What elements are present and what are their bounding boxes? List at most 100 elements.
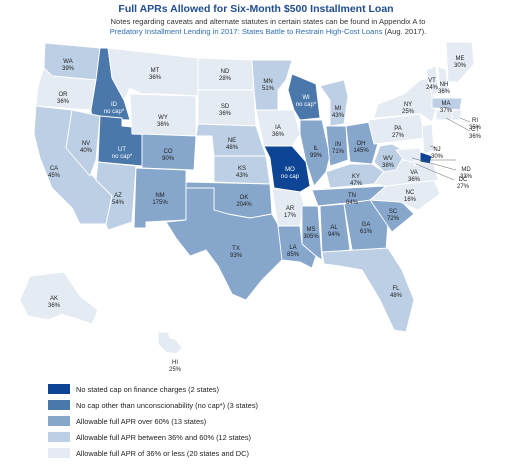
state-me[interactable] [445,41,475,83]
state-apr-nj: 30% [431,154,444,160]
state-apr-wa: 39% [62,66,75,72]
state-abbr-ky: KY [352,174,360,180]
legend-item-36-or-less: Allowable full APR of 36% or less (20 st… [48,446,478,460]
state-mn[interactable] [251,59,293,111]
state-ri[interactable] [451,109,463,121]
legend-label: Allowable full APR between 36% and 60% (… [76,432,252,442]
state-abbr-fl: FL [392,286,400,292]
state-apr-tx: 93% [230,253,243,259]
state-apr-in: 71% [332,149,345,155]
state-abbr-wy: WY [158,115,168,121]
state-apr-mo: no cap [281,174,300,180]
note-report-link[interactable]: Predatory Installment Lending in 2017: S… [109,27,383,36]
state-apr-ne: 48% [226,145,239,151]
state-apr-ia: 36% [272,132,285,138]
state-apr-ga: 61% [360,229,373,235]
state-abbr-dc: DC [459,177,468,183]
state-apr-oh: 145% [353,148,369,154]
state-abbr-ct: CT [471,127,479,133]
state-apr-id: no cap* [104,109,125,115]
state-apr-nh: 36% [438,89,451,95]
state-apr-mn: 51% [262,86,275,92]
legend-item-over-60: Allowable full APR over 60% (13 states) [48,414,478,428]
state-apr-pa: 27% [392,133,405,139]
state-la[interactable] [277,225,317,269]
legend-label: Allowable full APR over 60% (13 states) [76,416,207,426]
state-abbr-ny: NY [404,102,412,108]
state-md[interactable] [395,147,421,165]
state-apr-mi: 43% [332,113,345,119]
state-abbr-mt: MT [151,68,160,74]
legend: No stated cap on finance charges (2 stat… [48,382,478,462]
legend-item-no-cap: No stated cap on finance charges (2 stat… [48,382,478,396]
state-apr-ms: 305% [303,234,319,240]
state-abbr-mn: MN [263,79,272,85]
state-abbr-nh: NH [440,82,449,88]
state-abbr-va: VA [410,170,418,176]
state-mo[interactable] [263,145,311,193]
state-abbr-ma: MA [442,101,451,107]
state-apr-or: 36% [57,99,70,105]
map-note: Notes regarding caveats and alternate st… [88,17,448,37]
state-ia[interactable] [255,109,301,147]
state-abbr-nm: NM [155,193,164,199]
state-shapes [19,41,475,355]
state-nj[interactable] [421,123,435,155]
state-mt[interactable] [107,47,199,101]
state-abbr-hi: HI [172,360,178,366]
state-abbr-vt: VT [428,78,436,84]
state-abbr-or: OR [59,92,69,98]
state-abbr-sd: SD [221,104,230,110]
state-in[interactable] [325,125,349,167]
state-abbr-az: AZ [114,193,122,199]
state-apr-ok: 204% [236,202,252,208]
state-abbr-tn: TN [348,193,356,199]
state-hi[interactable] [157,331,183,355]
state-nm[interactable] [133,167,187,229]
state-abbr-ne: NE [228,138,236,144]
state-co[interactable] [141,133,197,171]
state-abbr-id: ID [111,102,118,108]
state-ms[interactable] [301,205,323,261]
state-ga[interactable] [343,199,389,251]
state-ct[interactable] [435,109,453,121]
legend-label: Allowable full APR of 36% or less (20 st… [76,448,249,458]
legend-item-between-36-60: Allowable full APR between 36% and 60% (… [48,430,478,444]
state-abbr-mi: MI [335,106,342,112]
legend-swatch [48,416,70,426]
state-tx[interactable] [165,187,283,301]
state-apr-nm: 175% [152,200,168,206]
leader-line-ri [459,117,471,123]
legend-swatch [48,400,70,410]
state-apr-md: 33% [460,174,473,180]
map-title: Full APRs Allowed for Six-Month $500 Ins… [118,3,394,15]
state-ak[interactable] [19,271,99,325]
state-vt[interactable] [425,65,439,97]
state-apr-wi: no cap* [296,102,317,108]
state-abbr-wi: WI [302,95,310,101]
state-mi[interactable] [319,79,349,127]
state-abbr-pa: PA [394,126,402,132]
state-abbr-la: LA [289,245,296,251]
state-abbr-ak: AK [50,296,58,302]
state-nh[interactable] [437,65,449,97]
state-apr-wv: 38% [382,163,395,169]
state-abbr-ut: UT [118,147,126,153]
state-apr-ky: 47% [350,181,363,187]
state-abbr-ms: MS [307,227,316,233]
state-abbr-ks: KS [238,166,246,172]
leader-line-ct [445,117,471,132]
state-abbr-ia: IA [275,125,281,131]
state-abbr-wv: WV [383,156,393,162]
legend-swatch [48,448,70,458]
state-abbr-nd: ND [221,69,230,75]
state-apr-ar: 17% [284,213,297,219]
state-nv[interactable] [65,109,101,177]
state-apr-ut: no cap* [112,154,133,160]
state-abbr-md: MD [461,167,471,173]
state-fl[interactable] [321,247,415,333]
state-il[interactable] [299,119,331,187]
leader-line-dc [415,163,455,181]
legend-item-unconscionability: No cap other than unconscionability (no … [48,398,478,412]
